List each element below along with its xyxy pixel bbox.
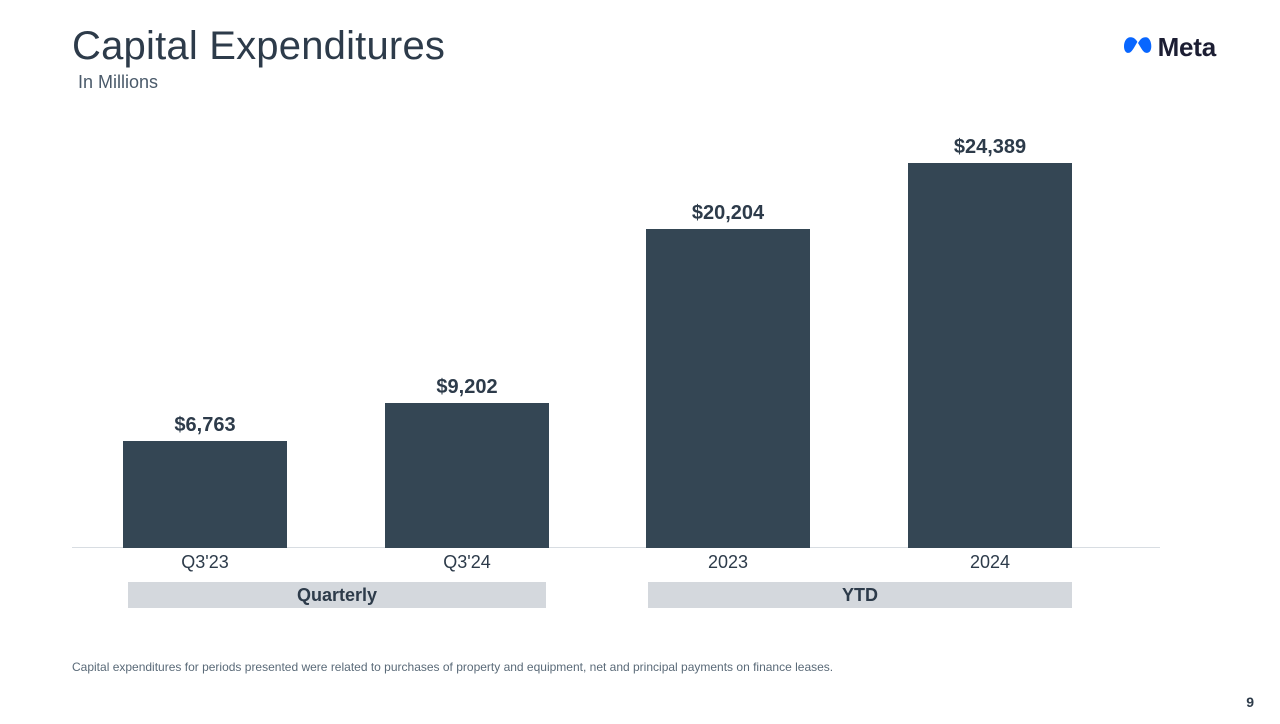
x-axis-label: 2023 [646,552,810,573]
page-number: 9 [1246,694,1254,710]
x-axis-label: 2024 [908,552,1072,573]
footnote: Capital expenditures for periods present… [72,660,833,674]
bar-rect [646,229,810,548]
x-axis-label: Q3'24 [385,552,549,573]
bar-value-label: $20,204 [646,202,810,225]
page-title: Capital Expenditures [72,24,445,69]
bar: $20,204 [646,229,810,548]
page-subtitle: In Millions [78,72,158,93]
slide: Capital Expenditures In Millions Meta $6… [0,0,1280,724]
x-axis-labels: Q3'23 Q3'24 2023 2024 [72,550,1120,578]
bar-value-label: $24,389 [908,136,1072,159]
bar-rect [385,403,549,548]
capex-bar-chart: $6,763 $9,202 $20,204 $24,389 [72,142,1120,548]
bar-rect [123,441,287,548]
x-axis-label: Q3'23 [123,552,287,573]
logo-wordmark: Meta [1158,32,1216,63]
meta-logo: Meta [1122,32,1216,63]
bar: $9,202 [385,403,549,548]
bar: $6,763 [123,441,287,548]
group-axis-labels: Quarterly YTD [128,582,1072,610]
group-label: Quarterly [128,582,546,608]
bar-rect [908,163,1072,548]
group-label: YTD [648,582,1072,608]
bar-value-label: $6,763 [123,414,287,437]
bar: $24,389 [908,163,1072,548]
infinity-icon [1122,34,1154,61]
bar-value-label: $9,202 [385,376,549,399]
